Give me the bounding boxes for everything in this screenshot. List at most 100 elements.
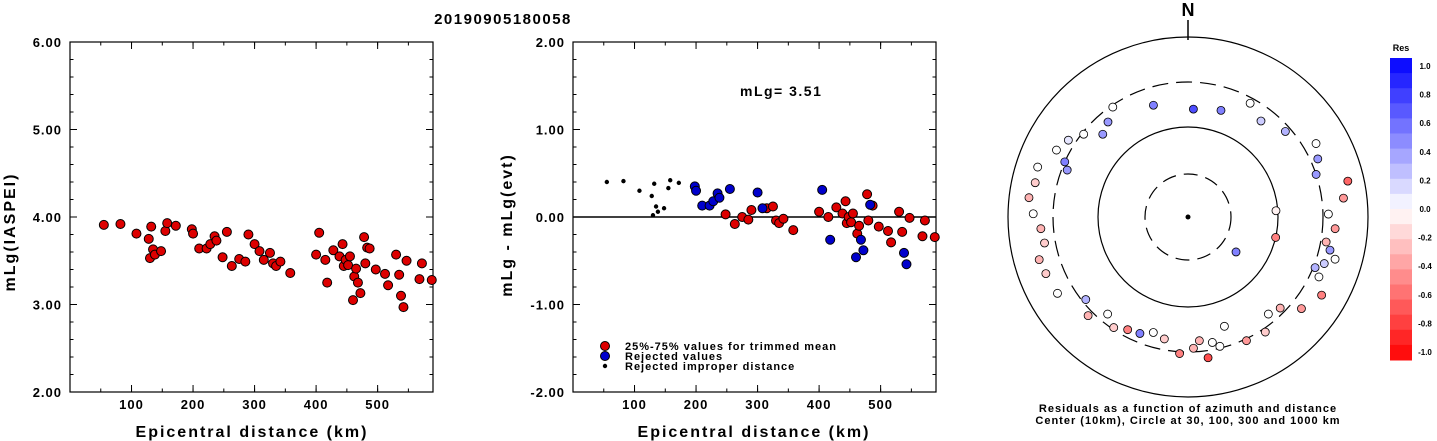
station-marker bbox=[1207, 338, 1217, 347]
station-marker bbox=[1242, 336, 1251, 346]
data-point bbox=[348, 295, 359, 306]
data-point bbox=[401, 255, 412, 266]
data-point bbox=[243, 229, 254, 240]
data-point bbox=[691, 185, 702, 196]
data-point bbox=[217, 252, 228, 263]
data-point bbox=[855, 234, 866, 245]
colorbar-swatch bbox=[1390, 88, 1412, 104]
station-marker bbox=[1033, 162, 1043, 172]
colorbar-tick-label: -1.0 bbox=[1418, 348, 1432, 357]
data-point bbox=[676, 180, 682, 186]
data-point bbox=[359, 232, 370, 243]
data-point bbox=[426, 275, 437, 285]
colorbar-swatch bbox=[1390, 118, 1412, 134]
y-tick-label: 3.00 bbox=[33, 298, 62, 313]
polar-residual-plot: N Residuals as a function of azimuth and… bbox=[1007, 0, 1369, 427]
station-marker bbox=[1081, 295, 1091, 304]
data-point bbox=[825, 234, 836, 245]
caption-line-2: Center (10km), Circle at 30, 100, 300 an… bbox=[1035, 415, 1340, 427]
data-point bbox=[604, 179, 610, 185]
station-marker bbox=[1053, 288, 1062, 298]
data-point bbox=[720, 209, 731, 220]
data-point bbox=[170, 220, 181, 231]
station-marker bbox=[1271, 233, 1281, 242]
data-point bbox=[311, 249, 322, 260]
data-point bbox=[351, 263, 362, 274]
data-point bbox=[337, 239, 348, 250]
station-marker bbox=[1215, 341, 1225, 351]
y-axis-label: mLg - mLg(evt) bbox=[499, 153, 516, 297]
data-point bbox=[904, 212, 915, 223]
data-point bbox=[757, 203, 768, 214]
data-point bbox=[637, 188, 642, 193]
station-marker bbox=[1323, 209, 1333, 219]
station-marker bbox=[1079, 129, 1089, 139]
station-marker bbox=[1060, 157, 1070, 167]
data-point bbox=[320, 254, 331, 265]
colorbar-swatch bbox=[1390, 284, 1412, 301]
station-marker bbox=[1325, 245, 1335, 255]
station-marker bbox=[1135, 329, 1145, 338]
data-point bbox=[901, 259, 912, 270]
colorbar-tick-label: -0.6 bbox=[1418, 291, 1432, 300]
data-point bbox=[143, 233, 154, 244]
x-tick-label: 100 bbox=[622, 397, 647, 412]
station-marker bbox=[1189, 343, 1198, 353]
station-marker bbox=[1175, 349, 1184, 358]
data-point bbox=[226, 261, 237, 271]
station-marker bbox=[1188, 104, 1198, 114]
station-marker bbox=[1297, 304, 1306, 313]
station-marker bbox=[1263, 309, 1273, 319]
colorbar-tick-label: -0.2 bbox=[1418, 234, 1432, 243]
data-point bbox=[899, 247, 910, 258]
data-point bbox=[370, 264, 381, 275]
colorbar-swatch bbox=[1390, 254, 1412, 270]
colorbar-swatch bbox=[1390, 163, 1412, 180]
x-tick-label: 100 bbox=[119, 397, 144, 412]
data-point bbox=[355, 288, 366, 299]
station-marker bbox=[1280, 127, 1290, 136]
colorbar-swatch bbox=[1390, 314, 1412, 331]
data-point bbox=[666, 185, 671, 191]
station-marker bbox=[1194, 336, 1204, 346]
data-point bbox=[653, 204, 659, 209]
station-marker bbox=[1103, 309, 1113, 319]
data-point bbox=[746, 205, 757, 215]
station-marker bbox=[1108, 102, 1118, 112]
station-marker bbox=[1321, 237, 1331, 247]
station-marker bbox=[1311, 139, 1321, 148]
colorbar-tick-label: 0.2 bbox=[1419, 176, 1431, 185]
residual-colorbar: Res 1.0 0.8 0.6 0.4 0.2 0.0 -0.2 -0.4 -0.6 -0.8 -1… bbox=[1390, 43, 1432, 361]
x-tick-label: 500 bbox=[868, 397, 893, 412]
y-tick-label: 1.00 bbox=[536, 123, 565, 138]
data-point bbox=[156, 246, 167, 257]
station-marker bbox=[1260, 327, 1270, 337]
colorbar-swatch bbox=[1390, 299, 1412, 316]
x-tick-label: 300 bbox=[242, 397, 267, 412]
data-point bbox=[146, 221, 157, 232]
data-point bbox=[873, 221, 884, 232]
station-marker bbox=[1062, 165, 1072, 175]
data-point bbox=[221, 226, 232, 237]
data-point bbox=[743, 214, 754, 225]
colorbar-swatch bbox=[1390, 344, 1412, 361]
station-marker bbox=[1314, 272, 1324, 282]
station-marker bbox=[1313, 154, 1323, 164]
station-marker bbox=[1030, 178, 1040, 188]
data-point bbox=[767, 201, 778, 212]
ring-100km bbox=[1097, 126, 1279, 308]
data-point bbox=[886, 237, 897, 248]
colorbar-swatch bbox=[1390, 224, 1412, 240]
colorbar-tick-label: -0.8 bbox=[1418, 319, 1432, 328]
legend-marker-improper bbox=[602, 363, 608, 369]
data-point bbox=[854, 220, 865, 231]
data-point bbox=[188, 228, 199, 239]
colorbar-swatch bbox=[1390, 239, 1412, 255]
colorbar-swatch bbox=[1390, 269, 1412, 285]
data-point bbox=[649, 193, 654, 199]
legend-marker-rejected bbox=[600, 351, 610, 361]
data-point bbox=[131, 228, 142, 239]
y-tick-label: -2.00 bbox=[530, 385, 565, 400]
y-tick-label: -1.00 bbox=[530, 298, 565, 313]
